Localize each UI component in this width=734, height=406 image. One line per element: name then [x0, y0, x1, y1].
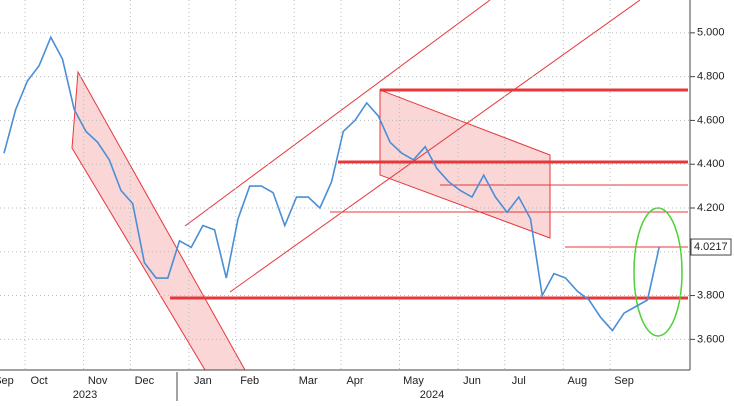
x-tick-label: Oct [31, 375, 48, 387]
x-tick-label: Apr [346, 375, 363, 387]
x-tick-label: May [403, 375, 424, 387]
y-tick-label: 4.200 [697, 202, 725, 214]
x-tick-label: Dec [135, 375, 155, 387]
y-tick-label: 4.400 [697, 158, 725, 170]
year-label: 2023 [73, 389, 97, 401]
y-tick-label: 5.000 [697, 27, 725, 39]
price-line [3, 35, 660, 332]
x-tick-label: Sep [0, 375, 14, 387]
up-channel-line [229, 0, 641, 293]
x-tick-label: Feb [240, 375, 259, 387]
last-value-label: 4.0217 [694, 241, 728, 253]
y-tick-label: 3.600 [697, 333, 725, 345]
y-tick-label: 3.800 [697, 289, 725, 301]
x-tick-label: Nov [88, 375, 108, 387]
x-tick-label: Sep [614, 375, 634, 387]
x-tick-label: Jan [194, 375, 212, 387]
x-tick-label: Mar [299, 375, 318, 387]
x-tick-label: Aug [568, 375, 588, 387]
year-label: 2024 [420, 389, 444, 401]
last-value-box [690, 238, 732, 256]
x-tick-label: Jun [463, 375, 481, 387]
y-tick-label: 4.600 [697, 114, 725, 126]
highlight-ellipse [633, 207, 683, 337]
x-tick-label: Jul [512, 375, 526, 387]
y-tick-label: 4.800 [697, 71, 725, 83]
